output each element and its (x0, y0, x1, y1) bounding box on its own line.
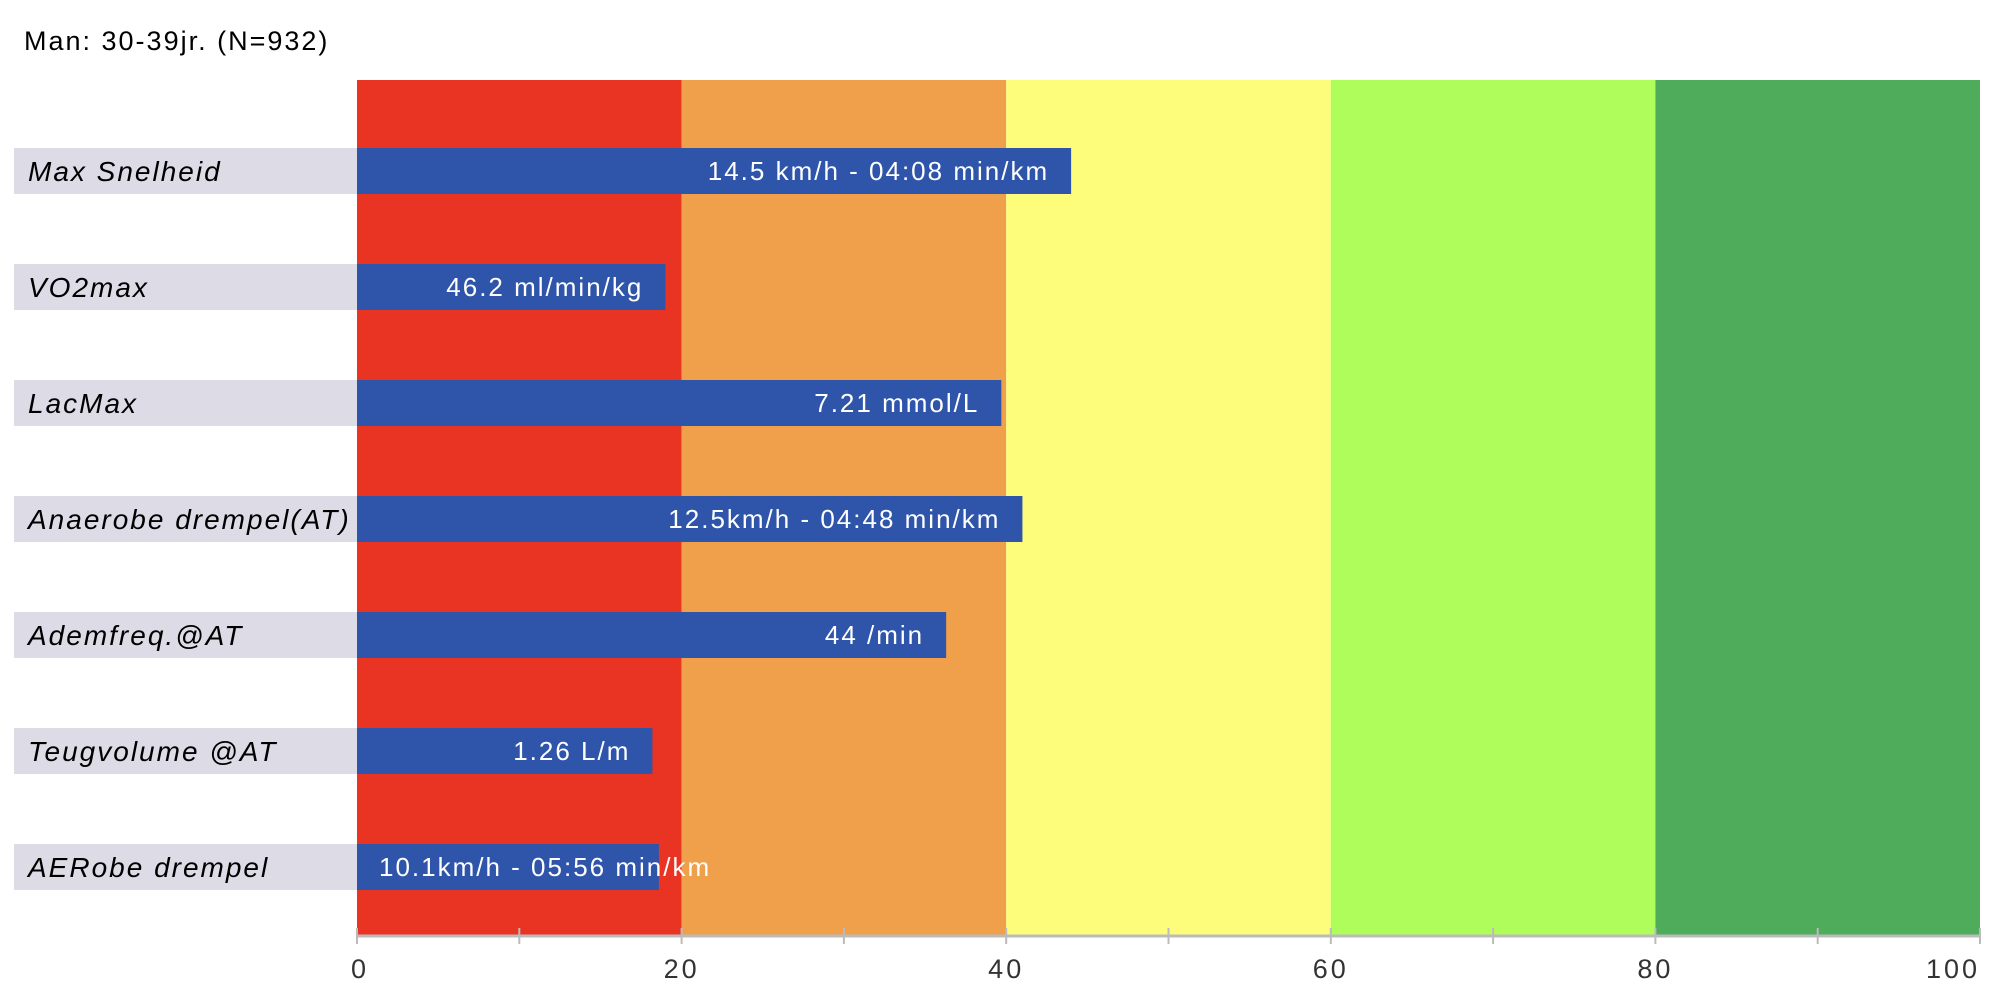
category-label-bg (14, 728, 357, 774)
bar-value-label: 7.21 mmol/L (814, 388, 979, 418)
bar-value-label: 10.1km/h - 05:56 min/km (379, 852, 711, 882)
bar (357, 612, 947, 658)
x-tick-label: 40 (988, 954, 1024, 984)
category-label: VO2max (28, 272, 149, 303)
bar-value-label: 14.5 km/h - 04:08 min/km (708, 156, 1049, 186)
category-label-bg (14, 264, 357, 310)
category-label: Max Snelheid (28, 156, 222, 187)
category-label: LacMax (28, 388, 138, 419)
x-tick-label: 0 (351, 954, 369, 984)
bar (357, 844, 659, 890)
x-axis: 0 20 40 60 80 100 (351, 928, 1981, 984)
zones-layer (357, 80, 1980, 936)
x-tick-label: 80 (1637, 954, 1673, 984)
bar-value-label: 12.5km/h - 04:48 min/km (668, 504, 1000, 534)
bars-layer: 14.5 km/h - 04:08 min/km 46.2 ml/min/kg 7.… (357, 148, 1072, 890)
bar (357, 496, 1023, 542)
category-label: Anaerobe drempel(AT) (26, 504, 351, 535)
x-tick-label: 60 (1313, 954, 1349, 984)
category-label: Teugvolume @AT (28, 736, 277, 767)
category-label-backgrounds: Max Snelheid VO2max LacMax Anaerobe drempel… (14, 148, 357, 890)
zone-band-4 (1655, 80, 1980, 936)
category-label-bg (14, 612, 357, 658)
bar-value-label: 44 /min (825, 620, 924, 650)
category-label-bg (14, 844, 357, 890)
category-label-bg (14, 148, 357, 194)
bar-value-label: 46.2 ml/min/kg (446, 272, 643, 302)
bar (357, 380, 1002, 426)
bar (357, 264, 666, 310)
category-label: AERobe drempel (26, 852, 269, 883)
bar (357, 728, 653, 774)
bar (357, 148, 1072, 194)
bar-value-label: 1.26 L/m (513, 736, 630, 766)
x-tick-label: 100 (1926, 954, 1980, 984)
category-label-bg (14, 380, 357, 426)
zone-band-2 (1006, 80, 1331, 936)
category-label: Ademfreq.@AT (26, 620, 243, 651)
chart-title: Man: 30-39jr. (N=932) (24, 26, 330, 56)
x-tick-label: 20 (664, 954, 700, 984)
zone-band-3 (1330, 80, 1656, 936)
category-label-bg (14, 496, 357, 542)
